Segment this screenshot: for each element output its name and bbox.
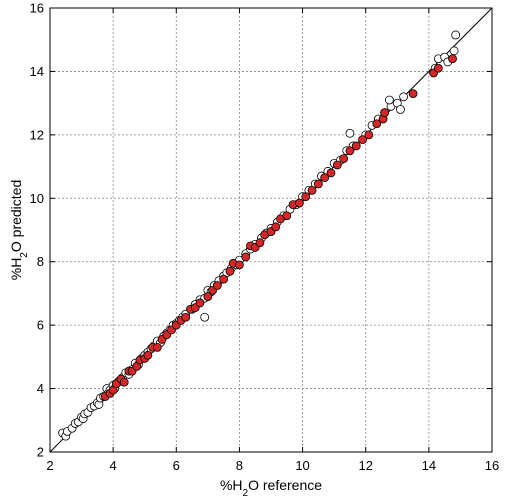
data-point-filled bbox=[339, 154, 349, 164]
data-point-filled bbox=[219, 274, 229, 284]
grid-lines bbox=[50, 8, 492, 452]
data-point-filled bbox=[351, 141, 361, 151]
data-point-filled bbox=[143, 350, 153, 360]
data-point-filled bbox=[408, 89, 418, 99]
y-tick-label: 4 bbox=[37, 381, 44, 396]
data-point-open bbox=[399, 92, 409, 102]
y-tick-label: 12 bbox=[30, 127, 44, 142]
data-point-open bbox=[200, 312, 210, 322]
data-point-open bbox=[451, 30, 461, 40]
data-point-filled bbox=[320, 173, 330, 183]
data-point-filled bbox=[307, 185, 317, 195]
y-axis-title-sub: 2 bbox=[18, 252, 29, 258]
x-axis-title-pre: %H bbox=[220, 477, 243, 493]
data-point-filled bbox=[332, 160, 342, 170]
y-axis-title-post: O predicted bbox=[8, 180, 24, 252]
data-point-open bbox=[345, 128, 355, 138]
data-point-filled bbox=[203, 292, 213, 302]
y-tick-label: 2 bbox=[37, 445, 44, 460]
data-point-filled bbox=[364, 130, 374, 140]
tick-labels: 2 4 6 8 10 12 14 16 2 4 6 8 10 12 14 16 bbox=[30, 1, 500, 474]
data-point-filled bbox=[181, 312, 191, 322]
data-point-open bbox=[384, 95, 394, 105]
axis-ticks bbox=[49, 7, 493, 453]
x-tick-label: 4 bbox=[110, 458, 117, 473]
x-tick-label: 16 bbox=[485, 458, 499, 473]
x-axis-title-post: O reference bbox=[248, 477, 322, 493]
x-axis-title: %H2O reference bbox=[220, 477, 322, 499]
x-tick-label: 14 bbox=[422, 458, 436, 473]
data-point-filled bbox=[241, 252, 251, 262]
data-point-filled bbox=[235, 260, 244, 270]
data-point-filled bbox=[282, 211, 292, 221]
data-point-open bbox=[449, 46, 459, 56]
data-point-filled bbox=[313, 179, 323, 189]
y-tick-label: 6 bbox=[37, 318, 44, 333]
data-point-filled bbox=[152, 342, 162, 352]
data-point-filled bbox=[358, 135, 367, 145]
data-point-filled bbox=[212, 281, 222, 290]
x-tick-label: 6 bbox=[173, 458, 180, 473]
y-tick-label: 8 bbox=[37, 254, 44, 269]
y-tick-label: 16 bbox=[30, 1, 44, 16]
data-point-filled bbox=[225, 266, 235, 276]
y-tick-label: 14 bbox=[30, 64, 44, 79]
x-tick-label: 8 bbox=[236, 458, 243, 473]
y-axis-title-pre: %H bbox=[8, 258, 24, 281]
x-tick-label: 2 bbox=[46, 458, 53, 473]
data-point-filled bbox=[295, 198, 304, 208]
data-point-filled bbox=[255, 238, 265, 248]
data-point-filled bbox=[301, 192, 311, 202]
x-tick-label: 10 bbox=[295, 458, 309, 473]
data-point-filled bbox=[326, 168, 336, 178]
data-point-filled bbox=[345, 146, 355, 156]
data-point-filled bbox=[271, 222, 281, 232]
y-axis-title: %H2O predicted bbox=[8, 180, 30, 281]
x-tick-label: 12 bbox=[358, 458, 372, 473]
data-point-filled bbox=[195, 298, 205, 308]
data-point-filled bbox=[119, 377, 129, 387]
data-point-filled bbox=[448, 54, 457, 64]
data-point-open bbox=[396, 105, 405, 114]
data-point-filled bbox=[372, 119, 382, 129]
data-point-filled bbox=[380, 108, 390, 118]
plot-frame bbox=[49, 7, 493, 453]
y-tick-label: 10 bbox=[30, 191, 44, 206]
x-axis-title-sub: 2 bbox=[243, 488, 249, 499]
data-points bbox=[58, 30, 461, 441]
data-point-filled bbox=[433, 63, 443, 73]
